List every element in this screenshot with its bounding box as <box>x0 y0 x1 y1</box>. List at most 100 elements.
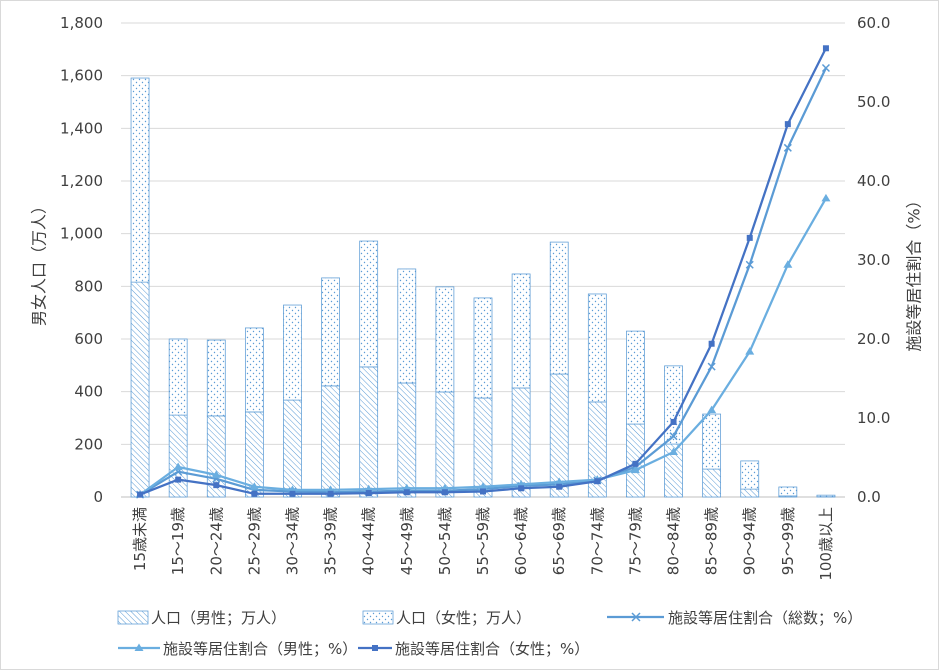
male-ratio-marker <box>478 482 488 490</box>
legend-swatch-dotted <box>362 610 394 625</box>
category-label: 60～64歳 <box>512 507 530 575</box>
left-axis: 0 200 400 600 800 1,000 1,200 1,400 1,600 1,800 <box>60 14 103 506</box>
category-label: 90～94歳 <box>741 507 759 575</box>
female-population-bar <box>626 330 645 425</box>
legend-triangle-marker-icon <box>134 643 144 651</box>
female-ratio-marker <box>289 490 296 497</box>
male-ratio-marker <box>211 470 221 478</box>
category-label: 40～44歳 <box>360 507 378 575</box>
category-label: 100歳以上 <box>817 507 835 581</box>
right-axis: 0.0 10.0 20.0 30.0 40.0 50.0 60.0 <box>857 14 890 506</box>
male-population-bar <box>473 397 493 498</box>
male-population-bar <box>168 414 188 498</box>
category-label: 35～39歳 <box>322 507 340 575</box>
left-tick-label: 1,800 <box>60 14 103 32</box>
legend-item-total-ratio: 施設等居住割合（総数；%） <box>607 609 862 627</box>
female-ratio-marker <box>175 476 182 483</box>
female-population-bar <box>283 304 302 401</box>
female-ratio-marker <box>251 490 258 497</box>
male-ratio-marker <box>745 347 755 355</box>
category-label: 70～74歳 <box>588 507 606 575</box>
category-label: 30～34歳 <box>283 507 301 575</box>
category-label: 65～69歳 <box>550 507 568 575</box>
male-population-bar <box>359 366 379 498</box>
female-population-bar <box>549 241 569 375</box>
left-axis-title: 男女人口（万人） <box>30 198 49 326</box>
category-label: 15～19歳 <box>169 507 187 575</box>
female-population-bar <box>206 339 226 417</box>
male-population-bar <box>130 281 150 498</box>
category-label: 55～59歳 <box>474 507 492 575</box>
female-ratio-marker <box>480 488 486 495</box>
female-ratio-marker <box>365 490 372 497</box>
category-label: 85～89歳 <box>703 507 721 575</box>
male-population-bar <box>740 488 760 498</box>
legend-label: 施設等居住割合（総数；%） <box>668 609 862 627</box>
left-tick-label: 800 <box>74 277 103 295</box>
total-ratio-marker <box>821 63 830 73</box>
category-label: 50～54歳 <box>436 507 454 575</box>
legend-label: 人口（女性；万人） <box>396 609 531 627</box>
male-population-bar <box>397 382 417 498</box>
female-ratio-marker <box>594 478 601 485</box>
right-tick-label: 50.0 <box>857 93 890 111</box>
left-tick-label: 600 <box>74 330 103 348</box>
legend-label: 施設等居住割合（女性；%） <box>395 640 589 658</box>
legend-item-male-population: 人口（男性；万人） <box>117 609 286 627</box>
legend-swatch-hatched <box>117 610 149 625</box>
legend-item-female-population: 人口（女性；万人） <box>362 609 531 627</box>
female-population-bar <box>435 286 455 393</box>
category-label: 15歳未満 <box>131 507 149 571</box>
female-population-bar <box>664 365 683 445</box>
legend-square-marker-icon <box>372 645 378 651</box>
female-population-bar <box>168 338 188 416</box>
right-tick-label: 10.0 <box>857 409 890 427</box>
female-ratio-marker <box>556 483 563 490</box>
male-ratio-marker <box>821 193 831 202</box>
female-population-bar <box>816 494 836 498</box>
female-population-bar <box>511 273 531 389</box>
legend-label: 人口（男性；万人） <box>151 609 286 627</box>
category-label: 45～49歳 <box>398 507 416 575</box>
left-tick-label: 1,000 <box>60 225 103 243</box>
female-population-bar <box>130 77 150 283</box>
right-tick-label: 20.0 <box>857 330 890 348</box>
legend-x-marker-icon <box>631 612 641 622</box>
left-tick-label: 0 <box>93 488 103 506</box>
legend-item-male-ratio: 施設等居住割合（男性；%） <box>118 640 357 658</box>
category-label: 20～24歳 <box>207 507 225 575</box>
total-ratio-marker <box>707 362 716 371</box>
total-ratio-marker <box>783 143 792 152</box>
female-ratio-marker <box>441 489 448 496</box>
female-ratio-marker <box>746 234 753 241</box>
male-ratio-marker <box>554 477 564 485</box>
male-ratio-marker <box>669 447 679 455</box>
female-population-bar <box>702 413 722 470</box>
female-ratio-marker <box>403 489 410 496</box>
male-ratio-marker <box>630 465 640 474</box>
gridlines <box>121 22 845 498</box>
left-tick-label: 200 <box>74 435 103 453</box>
female-ratio-marker <box>670 418 677 425</box>
male-population-bar <box>283 399 302 498</box>
female-ratio-marker <box>822 45 829 52</box>
female-population-bar <box>778 486 798 497</box>
population-bars <box>130 77 836 498</box>
legend: 人口（男性；万人） 人口（女性；万人） 施設等居住割合（総数；%） 施設等居住割… <box>117 609 862 658</box>
female-ratio-marker <box>213 482 220 489</box>
right-tick-label: 30.0 <box>857 251 890 269</box>
female-ratio-marker <box>137 491 144 498</box>
left-tick-label: 400 <box>74 383 103 401</box>
female-population-bar <box>244 327 264 413</box>
male-population-bar <box>702 468 722 498</box>
male-ratio-marker <box>249 482 259 490</box>
female-population-bar <box>321 277 340 387</box>
female-ratio-marker <box>708 340 715 347</box>
right-axis-title: 施設等居住割合（%） <box>905 192 924 351</box>
right-tick-label: 40.0 <box>857 172 890 190</box>
male-ratio-marker <box>173 462 183 470</box>
category-label: 75～79歳 <box>626 507 644 575</box>
total-ratio-marker <box>745 260 754 269</box>
legend-item-female-ratio: 施設等居住割合（女性；%） <box>358 640 589 658</box>
